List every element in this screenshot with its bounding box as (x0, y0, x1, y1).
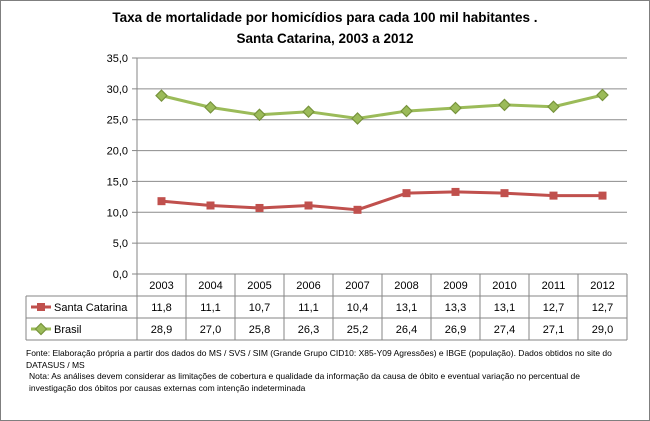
data-point (157, 197, 166, 206)
data-label: 10,7 (249, 302, 270, 314)
data-point (596, 88, 609, 102)
data-point (302, 105, 315, 119)
data-label: 13,1 (494, 302, 515, 314)
data-point (449, 101, 462, 115)
data-label: 11,8 (151, 302, 172, 314)
data-label: 12,7 (592, 302, 613, 314)
x-tick-label: 2004 (198, 280, 222, 292)
data-label: 27,4 (494, 324, 515, 336)
chart-footnote: Fonte: Elaboração própria a partir dos d… (26, 348, 626, 394)
data-point (500, 189, 509, 198)
data-label: 13,3 (445, 302, 466, 314)
y-tick-label: 5,0 (113, 238, 128, 250)
x-tick-label: 2008 (394, 280, 418, 292)
note-text: Nota: As análises devem considerar as li… (29, 371, 580, 393)
x-tick-label: 2006 (296, 280, 320, 292)
chart-title-line-2: Santa Catarina, 2003 a 2012 (236, 31, 414, 46)
data-point (255, 203, 264, 212)
x-tick-label: 2005 (247, 280, 271, 292)
series-name: Santa Catarina (54, 302, 128, 314)
x-tick-label: 2003 (149, 280, 173, 292)
data-point (598, 191, 607, 200)
data-point (155, 89, 168, 102)
y-tick-label: 35,0 (107, 53, 128, 65)
x-tick-label: 2012 (590, 280, 614, 292)
source-text: Fonte: Elaboração própria a partir dos d… (26, 348, 612, 370)
data-label: 27,0 (200, 324, 221, 336)
x-tick-label: 2009 (443, 280, 467, 292)
y-tick-label: 30,0 (107, 84, 128, 96)
data-label: 27,1 (543, 324, 564, 336)
y-tick-label: 20,0 (107, 146, 128, 158)
data-point (547, 100, 560, 114)
data-point (204, 101, 217, 114)
data-label: 25,8 (249, 324, 270, 336)
series-lines (155, 88, 609, 214)
data-label: 11,1 (298, 302, 319, 314)
data-point (400, 104, 413, 118)
data-label: 10,4 (347, 302, 368, 314)
data-label: 28,9 (151, 324, 172, 336)
data-point (206, 201, 215, 210)
y-axis-tick-labels: 0,0 5,0 10,0 15,0 20,0 25,0 30,0 35,0 (107, 53, 128, 281)
data-point (549, 191, 558, 200)
data-point (253, 108, 266, 122)
data-table: 2003 2004 2005 2006 2007 2008 2009 2010 2011 2012… (25, 273, 628, 341)
chart-title-line-1: Taxa de mortalidade por homicídios para … (112, 10, 538, 25)
data-point (498, 98, 511, 112)
gridlines (137, 57, 627, 244)
data-label: 29,0 (592, 324, 613, 336)
data-label: 13,1 (396, 302, 417, 314)
data-label: 26,9 (445, 324, 466, 336)
data-label: 26,4 (396, 324, 417, 336)
series-line (161, 93, 603, 120)
legend-key-marker (34, 322, 48, 336)
axes (132, 57, 138, 340)
chart-title: Taxa de mortalidade por homicídios para … (0, 7, 650, 49)
data-point (451, 187, 460, 196)
y-tick-label: 15,0 (107, 176, 128, 188)
y-tick-label: 0,0 (113, 269, 128, 281)
series-name: Brasil (54, 324, 82, 336)
data-label: 26,3 (298, 324, 319, 336)
x-tick-label: 2010 (492, 280, 516, 292)
data-point (353, 205, 362, 214)
data-label: 12,7 (543, 302, 564, 314)
y-tick-label: 25,0 (107, 115, 128, 127)
x-tick-label: 2007 (345, 280, 369, 292)
data-label: 11,1 (200, 302, 221, 314)
data-point (304, 201, 313, 210)
y-tick-label: 10,0 (107, 207, 128, 219)
legend-key-marker (37, 303, 45, 311)
data-point (351, 112, 364, 125)
series-line (161, 190, 603, 212)
data-label: 25,2 (347, 324, 368, 336)
x-tick-label: 2011 (542, 280, 566, 292)
data-point (402, 189, 411, 198)
